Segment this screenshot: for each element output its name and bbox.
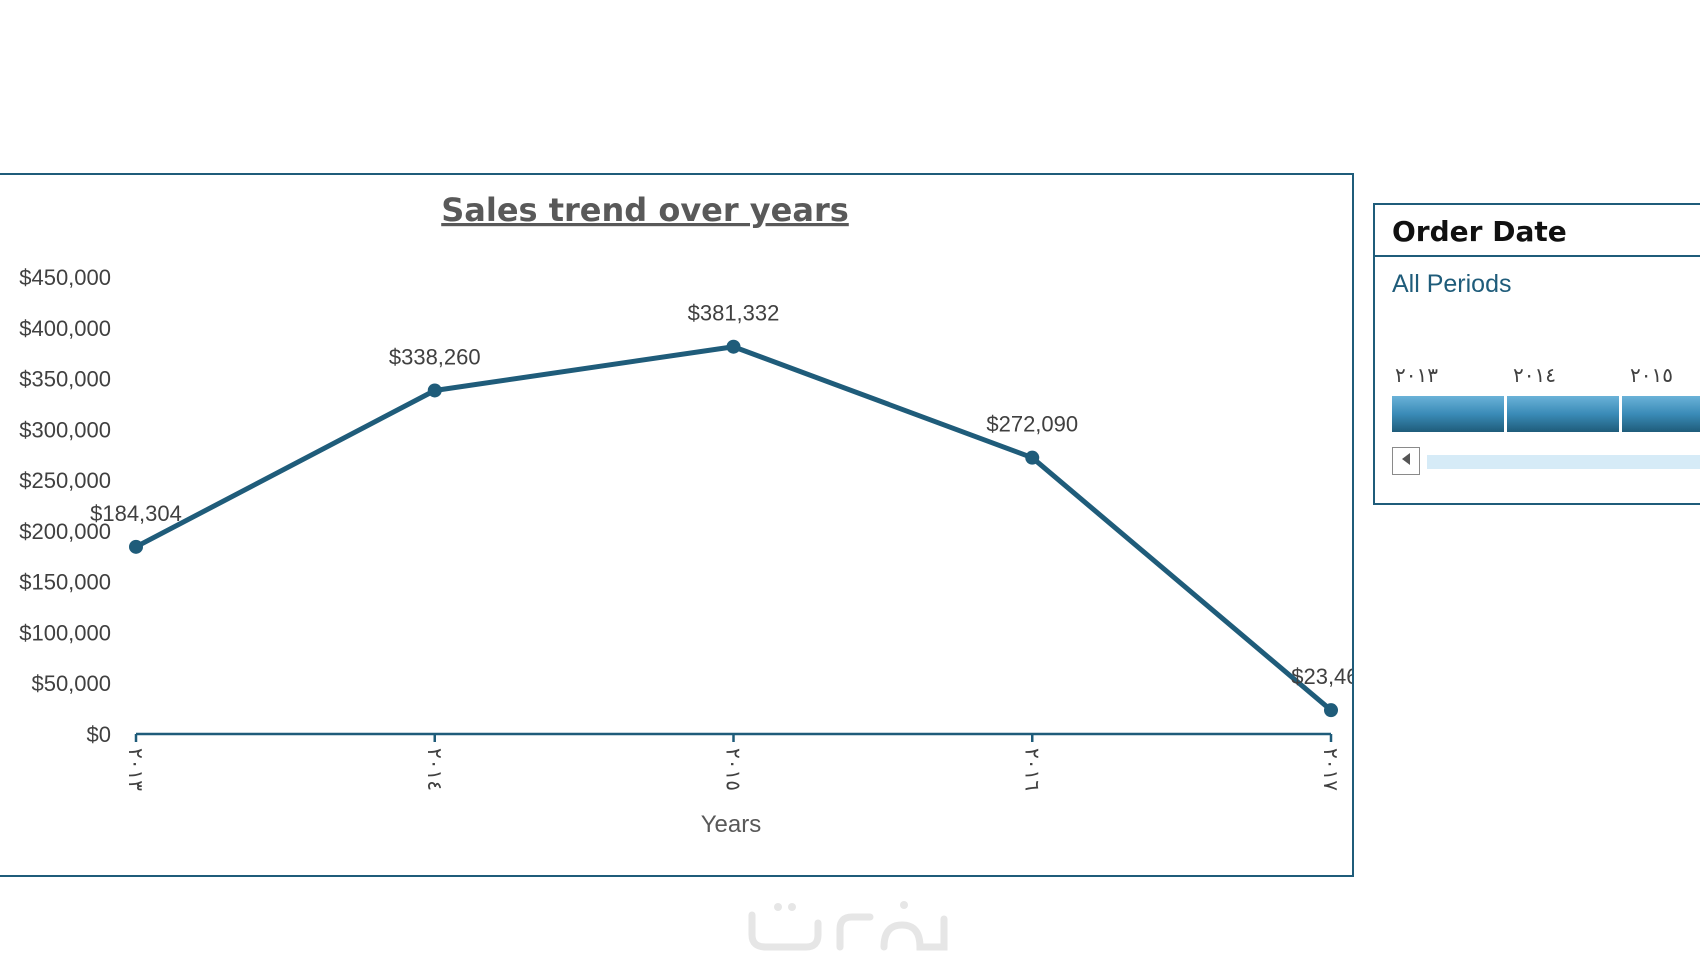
data-point bbox=[1324, 703, 1338, 718]
slicer-period-label: All Periods bbox=[1392, 270, 1512, 298]
chart-title: Sales trend over years bbox=[441, 191, 849, 229]
timeline-scrollbar[interactable] bbox=[1427, 455, 1700, 469]
x-axis: ٢٠١٣ ٢٠١٤ ٢٠١٥ ٢٠١٦ ٢٠١٧ bbox=[124, 732, 1341, 791]
scroll-left-button[interactable] bbox=[1392, 447, 1420, 475]
data-point bbox=[726, 339, 741, 354]
y-tick-label: $0 bbox=[87, 722, 111, 747]
y-tick-label: $350,000 bbox=[19, 367, 111, 392]
y-tick-label: $400,000 bbox=[19, 316, 111, 341]
data-label: $272,090 bbox=[986, 412, 1078, 437]
data-label: $338,260 bbox=[389, 344, 481, 369]
slicer-title: Order Date bbox=[1392, 215, 1567, 248]
series-sales bbox=[129, 339, 1338, 718]
data-point bbox=[129, 539, 143, 554]
timeline-year-2013[interactable]: ٢٠١٣ bbox=[1395, 365, 1438, 387]
timeline-year-2014[interactable]: ٢٠١٤ bbox=[1513, 365, 1556, 387]
x-tick-label: ٢٠١٧ bbox=[1319, 748, 1341, 791]
watermark-logo bbox=[744, 895, 954, 955]
x-tick-label: ٢٠١٦ bbox=[1020, 748, 1042, 791]
data-labels: $184,304 $338,260 $381,332 $272,090 $23,463 bbox=[90, 301, 1352, 689]
timeline-year-2015[interactable]: ٢٠١٥ bbox=[1630, 365, 1673, 387]
y-tick-label: $150,000 bbox=[19, 570, 111, 595]
x-tick-label: ٢٠١٣ bbox=[124, 748, 146, 791]
data-point bbox=[427, 383, 442, 398]
timeline-segment-2014[interactable] bbox=[1507, 396, 1619, 432]
y-tick-label: $50,000 bbox=[31, 671, 111, 696]
timeline-segment-2013[interactable] bbox=[1392, 396, 1504, 432]
chart-frame: Sales trend over years $0 $50,000 $100,000… bbox=[0, 173, 1354, 877]
data-label: $184,304 bbox=[90, 501, 182, 526]
y-axis-ticks: $0 $50,000 $100,000 $150,000 $200,000 $250,00… bbox=[19, 265, 111, 747]
line-chart: Sales trend over years $0 $50,000 $100,000… bbox=[19, 191, 1352, 838]
order-date-slicer[interactable]: Order Date All Periods ٢٠١٣ ٢٠١٤ ٢٠١٥ bbox=[1373, 203, 1700, 505]
x-axis-title: Years bbox=[701, 811, 762, 838]
y-tick-label: $450,000 bbox=[19, 265, 111, 290]
data-label: $23,463 bbox=[1291, 664, 1352, 689]
data-label: $381,332 bbox=[688, 301, 780, 326]
slicer-divider bbox=[1375, 255, 1700, 257]
y-tick-label: $250,000 bbox=[19, 468, 111, 493]
timeline-selection-bar[interactable] bbox=[1392, 396, 1700, 432]
timeline-segment-2015[interactable] bbox=[1622, 396, 1700, 432]
y-tick-label: $200,000 bbox=[19, 519, 111, 544]
caret-left-icon bbox=[1400, 452, 1412, 471]
y-tick-label: $100,000 bbox=[19, 620, 111, 645]
series-line bbox=[134, 344, 1333, 713]
data-point bbox=[1025, 450, 1040, 465]
x-tick-label: ٢٠١٤ bbox=[423, 748, 445, 791]
y-tick-label: $300,000 bbox=[19, 417, 111, 442]
x-tick-label: ٢٠١٥ bbox=[722, 748, 744, 791]
